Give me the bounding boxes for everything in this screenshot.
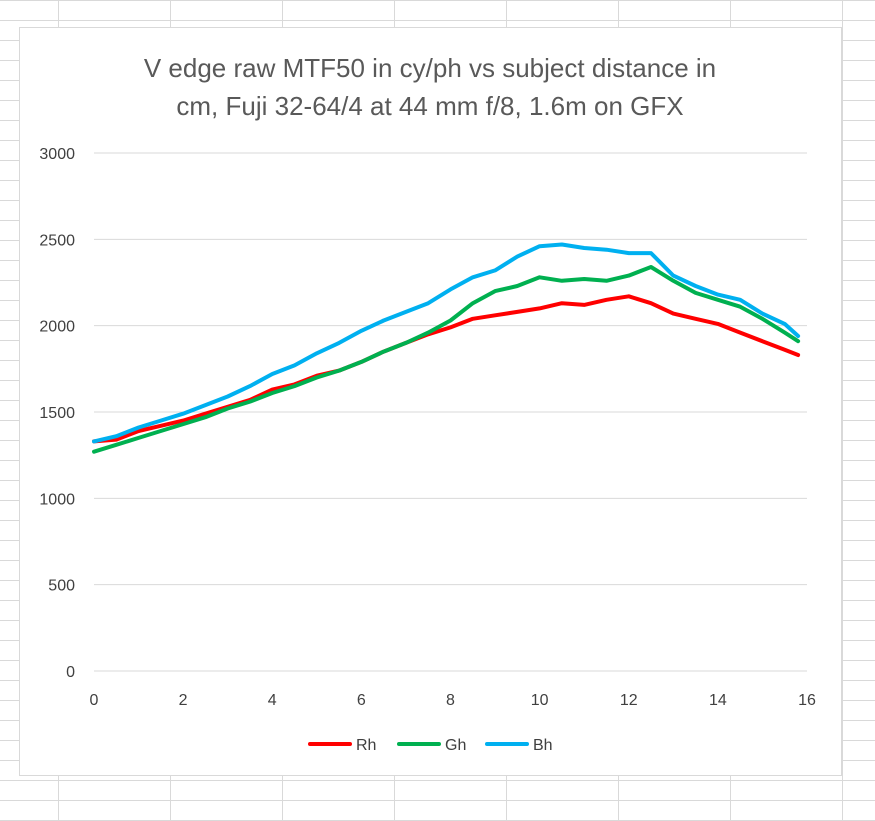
x-tick-label: 16 [798,692,816,709]
series-line-rh[interactable] [92,294,801,444]
y-tick-label: 2500 [39,232,75,249]
legend-label-gh[interactable]: Gh [445,737,466,754]
y-tick-label: 1500 [39,405,75,422]
y-tick-label: 0 [66,664,75,681]
x-tick-label: 6 [357,692,366,709]
x-tick-label: 4 [268,692,277,709]
chart-area[interactable] [19,27,842,776]
x-tick-label: 8 [446,692,455,709]
legend-label-rh[interactable]: Rh [356,737,376,754]
data-series [92,242,801,454]
chart-title-line-2: cm, Fuji 32-64/4 at 44 mm f/8, 1.6m on G… [176,91,683,121]
x-tick-label: 0 [90,692,99,709]
chart-title: V edge raw MTF50 in cy/ph vs subject dis… [144,53,716,121]
y-tick-label: 1000 [39,491,75,508]
y-tick-label: 3000 [39,146,75,163]
legend: Rh Gh Bh [308,737,553,754]
gridlines [94,152,807,672]
chart-title-line-1: V edge raw MTF50 in cy/ph vs subject dis… [144,53,716,83]
legend-label-bh[interactable]: Bh [533,737,553,754]
x-tick-label: 10 [531,692,549,709]
x-tick-label: 12 [620,692,638,709]
series-line-gh[interactable] [92,265,801,454]
x-tick-label: 2 [179,692,188,709]
x-axis: 0 2 4 6 8 10 12 14 16 [90,692,816,709]
series-line-bh[interactable] [92,242,801,444]
y-axis: 0 500 1000 1500 2000 2500 3000 [39,146,75,681]
x-tick-label: 14 [709,692,727,709]
y-tick-label: 500 [48,578,75,595]
y-tick-label: 2000 [39,319,75,336]
